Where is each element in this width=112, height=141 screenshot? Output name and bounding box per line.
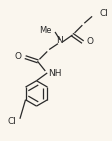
Text: NH: NH	[48, 69, 61, 78]
Text: Me: Me	[38, 26, 51, 35]
Text: N: N	[56, 36, 63, 45]
Text: O: O	[85, 37, 92, 46]
Text: O: O	[15, 52, 22, 61]
Text: Cl: Cl	[99, 9, 108, 18]
Text: Cl: Cl	[7, 117, 16, 126]
